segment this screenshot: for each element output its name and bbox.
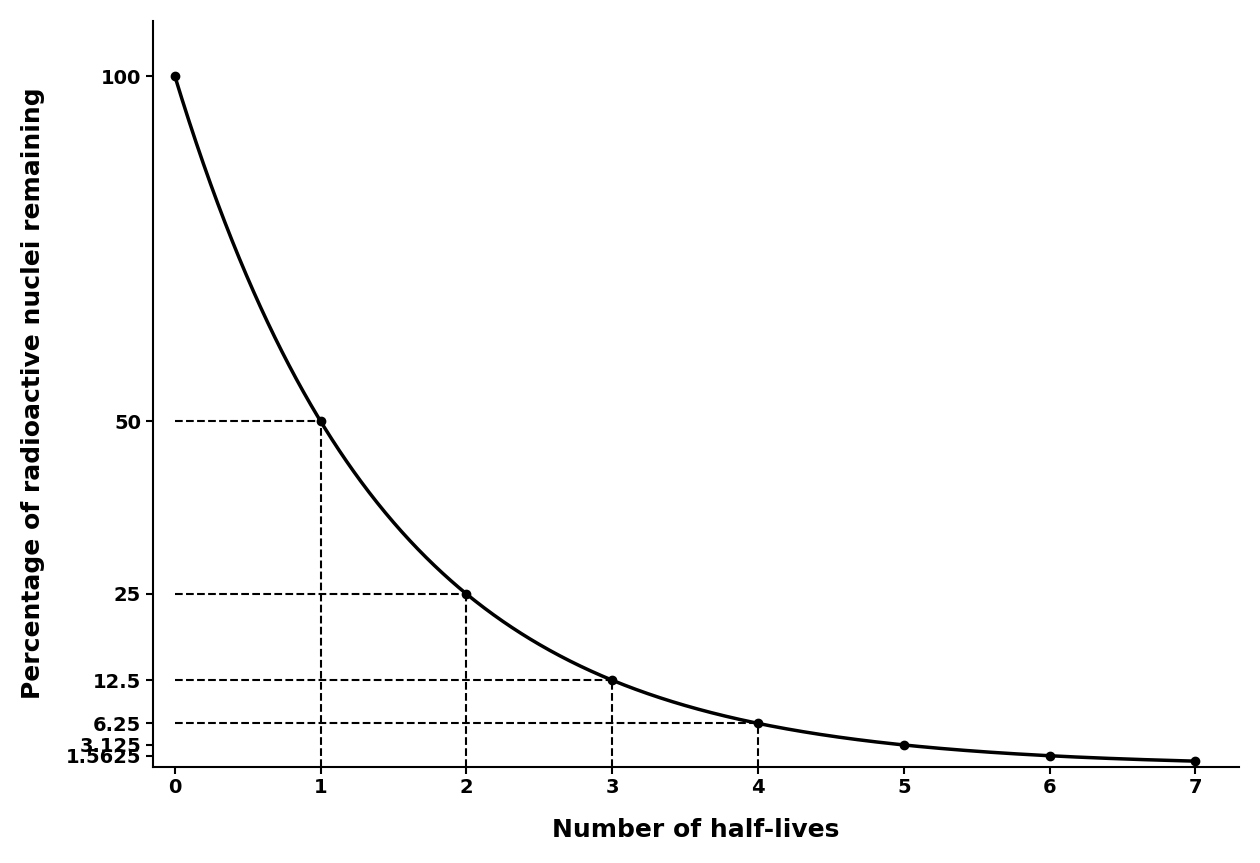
X-axis label: Number of half-lives: Number of half-lives <box>552 818 839 842</box>
Y-axis label: Percentage of radioactive nuclei remaining: Percentage of radioactive nuclei remaini… <box>21 88 45 700</box>
